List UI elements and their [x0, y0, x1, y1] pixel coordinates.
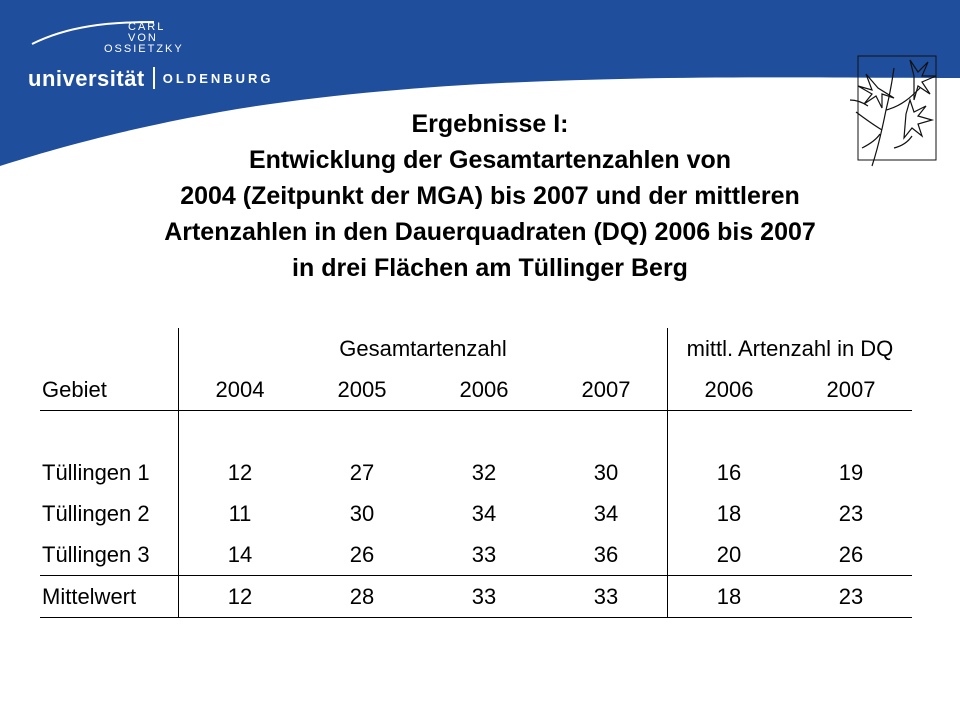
column-header-dq-2006: 2006 [667, 369, 790, 411]
summary-value: 28 [301, 575, 423, 618]
title-line-4: Artenzahlen in den Dauerquadraten (DQ) 2… [164, 218, 816, 246]
title-line-3: 2004 (Zeitpunkt der MGA) bis 2007 und de… [180, 182, 800, 210]
cell-value: 11 [178, 493, 301, 534]
logo-von: VON [128, 32, 158, 44]
cell-value: 26 [790, 534, 912, 576]
cell-value: 20 [667, 534, 790, 576]
column-header-gebiet: Gebiet [40, 369, 179, 411]
cell-value: 16 [667, 452, 790, 493]
table-row: Tüllingen 2 11 30 34 34 18 23 [40, 493, 912, 534]
cell-value: 32 [471, 459, 497, 485]
cell-value: 18 [667, 493, 790, 534]
title-line-5: in drei Flächen am Tüllinger Berg [292, 254, 688, 282]
species-count-table: Gesamtartenzahl mittl. Artenzahl in DQ G… [40, 328, 912, 618]
column-header-2006: 2006 [423, 369, 545, 411]
cell-value: 23 [838, 500, 864, 526]
row-label: Tüllingen 1 [42, 459, 150, 485]
cell-value: 34 [593, 500, 619, 526]
row-label: Tüllingen 3 [40, 534, 179, 576]
logo-ossietzky: OSSIETZKY [104, 43, 184, 55]
slide-title: Ergebnisse I: Entwicklung der Gesamtarte… [20, 106, 960, 286]
summary-value: 33 [545, 575, 668, 618]
group-header-mittl-artenzahl: mittl. Artenzahl in DQ [667, 328, 912, 369]
summary-label: Mittelwert [40, 575, 179, 618]
row-label: Tüllingen 2 [42, 500, 150, 526]
column-header-2007: 2007 [545, 369, 668, 411]
table-summary-row: Mittelwert 12 28 33 33 18 23 [40, 575, 912, 618]
table-spacer [40, 410, 912, 452]
logo-wordmark: universität OLDENBURG [28, 66, 274, 92]
cell-value: 19 [838, 459, 864, 485]
summary-value: 33 [423, 575, 545, 618]
header-empty [40, 328, 179, 369]
summary-value: 18 [667, 575, 790, 618]
table-column-header-row: Gebiet 2004 2005 2006 2007 2006 2007 [40, 369, 912, 411]
summary-value: 12 [178, 575, 301, 618]
column-header-dq-2007: 2007 [790, 369, 912, 411]
cell-value: 34 [471, 500, 497, 526]
cell-value: 30 [593, 459, 619, 485]
logo-city: OLDENBURG [162, 71, 274, 86]
cell-value: 26 [301, 534, 423, 576]
logo-arc-icon [31, 21, 155, 45]
column-header-2005: 2005 [301, 369, 423, 411]
table-group-header-row: Gesamtartenzahl mittl. Artenzahl in DQ [40, 328, 912, 369]
column-header-2004: 2004 [178, 369, 301, 411]
title-line-1: Ergebnisse I: [411, 110, 569, 138]
header-band [0, 0, 960, 166]
cell-value: 33 [423, 534, 545, 576]
group-header-gesamtartenzahl: Gesamtartenzahl [178, 328, 668, 369]
title-line-2: Entwicklung der Gesamtartenzahlen von [248, 146, 732, 174]
summary-value: 23 [790, 575, 912, 618]
table-row: Tüllingen 3 14 26 33 36 20 26 [40, 534, 912, 576]
logo-university: universität [28, 66, 145, 91]
cell-value: 36 [545, 534, 668, 576]
cell-value: 12 [178, 452, 301, 493]
logo-separator [152, 67, 155, 89]
cell-value: 14 [178, 534, 301, 576]
cell-value: 27 [349, 459, 375, 485]
table-row: Tüllingen 1 12 27 32 30 16 19 [40, 452, 912, 493]
cell-value: 30 [349, 500, 375, 526]
logo-carl: CARL [128, 21, 166, 33]
flower-illustration-icon [849, 55, 937, 167]
